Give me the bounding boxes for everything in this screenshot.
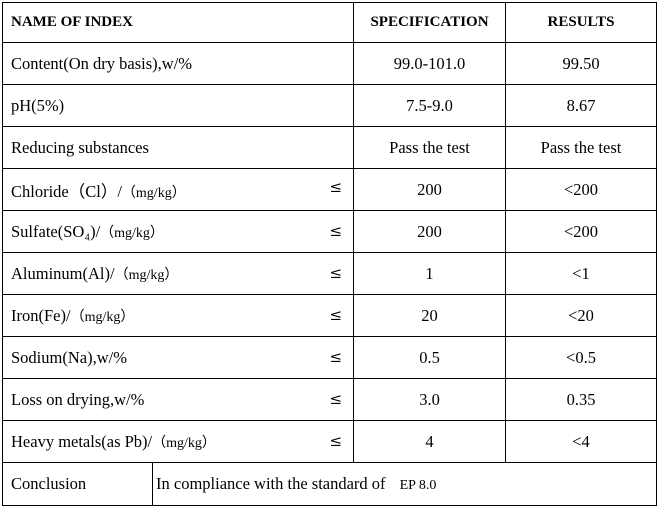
index-name: Chloride（Cl）/ xyxy=(11,181,122,201)
table-row: Reducing substances Pass the test Pass t… xyxy=(1,126,658,169)
less-equal-symbol: ≤ xyxy=(329,221,343,240)
conclusion-row: Conclusion In compliance with the standa… xyxy=(2,462,658,506)
table-row: Iron(Fe)/（mg/kg） ≤ 20 <20 xyxy=(1,294,658,337)
header-results: RESULTS xyxy=(505,2,658,43)
spec-cell: 7.5-9.0 xyxy=(353,84,507,127)
spec-cell: 20 xyxy=(353,294,507,337)
result-cell: 0.35 xyxy=(505,378,658,421)
spec-cell: 0.5 xyxy=(353,336,507,379)
index-name-cell: Loss on drying,w/% ≤ xyxy=(1,378,355,421)
spec-cell: Pass the test xyxy=(353,126,507,169)
less-equal-symbol: ≤ xyxy=(329,263,343,282)
conclusion-text-cell: In compliance with the standard of EP 8.0 xyxy=(151,462,658,506)
index-unit: （mg/kg） xyxy=(121,185,186,201)
spec-cell: 3.0 xyxy=(353,378,507,421)
result-cell: <20 xyxy=(505,294,658,337)
table-row: Chloride（Cl）/（mg/kg） ≤ 200 <200 xyxy=(1,168,658,211)
spec-cell: 200 xyxy=(353,210,507,253)
less-equal-symbol: ≤ xyxy=(329,347,343,366)
index-unit: （mg/kg） xyxy=(152,435,216,451)
index-unit: （mg/kg） xyxy=(114,267,179,283)
result-cell: <0.5 xyxy=(505,336,658,379)
index-name: Sulfate(SO₄)/ xyxy=(11,221,101,241)
index-unit: （mg/kg） xyxy=(100,225,164,241)
index-name-cell: Sulfate(SO₄)/（mg/kg） ≤ xyxy=(1,210,355,253)
result-cell: Pass the test xyxy=(505,126,658,169)
table-row: Content(On dry basis),w/% 99.0-101.0 99.… xyxy=(1,42,658,85)
conclusion-standard: EP 8.0 xyxy=(399,478,437,493)
result-cell: 8.67 xyxy=(505,84,658,127)
index-name: Sodium(Na),w/% xyxy=(11,347,127,367)
spec-cell: 1 xyxy=(353,252,507,295)
table-row: Sulfate(SO₄)/（mg/kg） ≤ 200 <200 xyxy=(1,210,658,253)
result-cell: <4 xyxy=(505,420,658,463)
less-equal-symbol: ≤ xyxy=(329,177,343,196)
spec-cell: 4 xyxy=(353,420,507,463)
table-row: Aluminum(Al)/（mg/kg） ≤ 1 <1 xyxy=(1,252,658,295)
table-row: Loss on drying,w/% ≤ 3.0 0.35 xyxy=(1,378,658,421)
spec-cell: 99.0-101.0 xyxy=(353,42,507,85)
spec-cell: 200 xyxy=(353,168,507,211)
index-name: Iron(Fe)/ xyxy=(11,305,71,325)
header-name-of-index: NAME OF INDEX xyxy=(1,2,355,43)
index-name-cell: pH(5%) xyxy=(1,84,355,127)
index-name: Content(On dry basis),w/% xyxy=(11,53,193,73)
index-name: Heavy metals(as Pb)/ xyxy=(11,431,153,451)
index-name-cell: Chloride（Cl）/（mg/kg） ≤ xyxy=(1,168,355,211)
result-cell: <200 xyxy=(505,168,658,211)
result-cell: <200 xyxy=(505,210,658,253)
header-specification: SPECIFICATION xyxy=(353,2,507,43)
index-name-cell: Iron(Fe)/（mg/kg） ≤ xyxy=(1,294,355,337)
table-row: Heavy metals(as Pb)/（mg/kg） ≤ 4 <4 xyxy=(1,420,658,463)
index-name-cell: Reducing substances xyxy=(1,126,355,169)
conclusion-text: In compliance with the standard of xyxy=(156,474,386,493)
table-row: pH(5%) 7.5-9.0 8.67 xyxy=(1,84,658,127)
result-cell: <1 xyxy=(505,252,658,295)
header-row: NAME OF INDEX SPECIFICATION RESULTS xyxy=(1,2,658,43)
less-equal-symbol: ≤ xyxy=(329,389,343,408)
less-equal-symbol: ≤ xyxy=(329,305,343,324)
index-name-cell: Heavy metals(as Pb)/（mg/kg） ≤ xyxy=(1,420,355,463)
result-cell: 99.50 xyxy=(505,42,658,85)
less-equal-symbol: ≤ xyxy=(329,431,343,450)
index-name: Loss on drying,w/% xyxy=(11,389,145,409)
index-name: Reducing substances xyxy=(11,137,149,157)
index-name-cell: Content(On dry basis),w/% xyxy=(1,42,355,85)
index-name: Aluminum(Al)/ xyxy=(11,263,115,283)
index-name-cell: Aluminum(Al)/（mg/kg） ≤ xyxy=(1,252,355,295)
table-row: Sodium(Na),w/% ≤ 0.5 <0.5 xyxy=(1,336,658,379)
index-name: pH(5%) xyxy=(11,95,65,115)
index-unit: （mg/kg） xyxy=(70,309,135,325)
index-name-cell: Sodium(Na),w/% ≤ xyxy=(1,336,355,379)
conclusion-label: Conclusion xyxy=(2,462,153,506)
